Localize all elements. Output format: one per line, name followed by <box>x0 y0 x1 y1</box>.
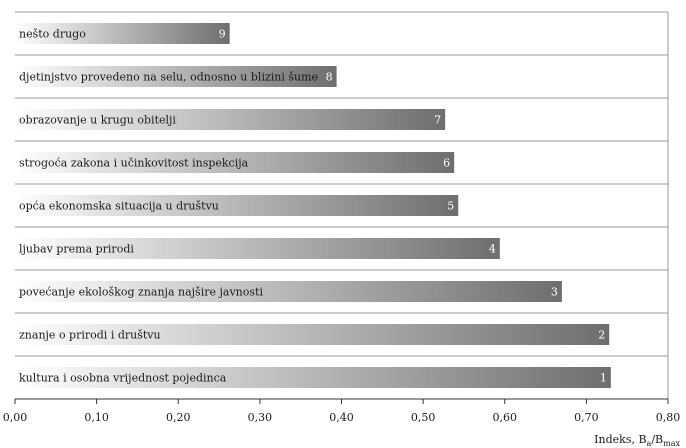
bar-group: opća ekonomska situacija u društvu 5 <box>15 195 459 216</box>
x-axis-title: Indeks, Ba/Bmax <box>594 433 680 448</box>
rank-label: 1 <box>600 372 607 385</box>
rank-label: 3 <box>551 286 558 299</box>
category-label: strogoća zakona i učinkovitost inspekcij… <box>19 157 249 170</box>
bar <box>15 152 455 173</box>
rank-label: 6 <box>443 157 450 170</box>
x-tick-label: 0,70 <box>574 411 599 424</box>
category-label: nešto drugo <box>19 28 86 41</box>
bar-group: kultura i osobna vrijednost pojedinca 1 <box>15 367 611 388</box>
bar <box>15 66 337 87</box>
category-label: ljubav prema prirodi <box>19 243 134 256</box>
rank-label: 5 <box>447 200 454 213</box>
bar-group: ljubav prema prirodi 4 <box>15 238 500 259</box>
bar <box>15 109 446 130</box>
x-tick-label: 0,40 <box>329 411 354 424</box>
rank-label: 8 <box>326 71 333 84</box>
category-label: opća ekonomska situacija u društvu <box>19 200 219 213</box>
rank-label: 7 <box>434 114 441 127</box>
x-tick-label: 0,30 <box>248 411 273 424</box>
bars: nešto drugo 9 djetinjstvo provedeno na sel… <box>15 23 611 388</box>
x-tick-label: 0,80 <box>656 411 681 424</box>
bar <box>15 238 500 259</box>
category-label: povećanje ekološkog znanja najšire javno… <box>19 286 263 299</box>
bar-group: znanje o prirodi i društvu 2 <box>15 324 610 345</box>
x-tick-label: 0,00 <box>3 411 28 424</box>
x-axis: 0,00 0,10 0,20 0,30 0,40 0,50 0,60 0,70 0,80 <box>3 398 681 424</box>
x-tick-label: 0,50 <box>411 411 436 424</box>
rank-label: 4 <box>489 243 496 256</box>
bar <box>15 324 610 345</box>
category-label: djetinjstvo provedeno na selu, odnosno u… <box>19 71 318 84</box>
bar-group: povećanje ekološkog znanja najšire javno… <box>15 281 562 302</box>
bar <box>15 23 230 44</box>
category-label: kultura i osobna vrijednost pojedinca <box>19 372 227 385</box>
bar-group: nešto drugo 9 <box>15 23 230 44</box>
bar <box>15 281 562 302</box>
bar <box>15 195 459 216</box>
bar-group: djetinjstvo provedeno na selu, odnosno u… <box>15 66 337 87</box>
x-tick-label: 0,60 <box>493 411 518 424</box>
x-tick-label: 0,20 <box>166 411 191 424</box>
bar-group: strogoća zakona i učinkovitost inspekcij… <box>15 152 455 173</box>
bar-group: obrazovanje u krugu obitelji 7 <box>15 109 446 130</box>
rank-label: 2 <box>598 329 605 342</box>
bar <box>15 367 611 388</box>
rank-label: 9 <box>219 28 226 41</box>
x-tick-label: 0,10 <box>84 411 109 424</box>
category-label: znanje o prirodi i društvu <box>19 329 161 342</box>
category-label: obrazovanje u krugu obitelji <box>19 114 176 127</box>
